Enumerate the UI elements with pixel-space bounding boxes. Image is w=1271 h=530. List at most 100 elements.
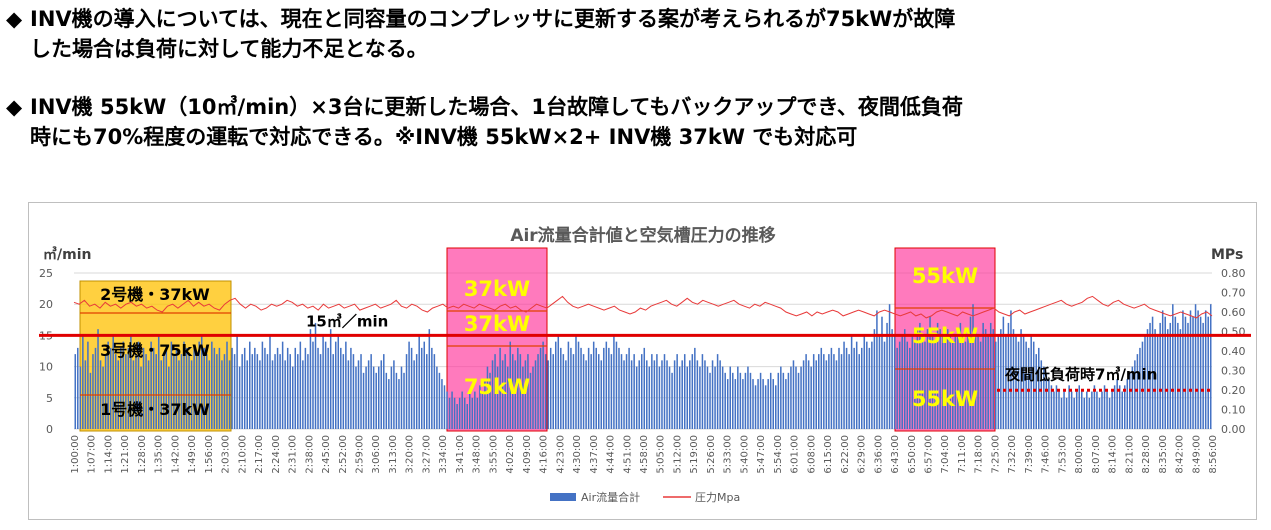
air-flow-bar xyxy=(372,366,375,429)
air-flow-bar xyxy=(193,347,195,429)
air-flow-bar xyxy=(281,341,284,429)
air-flow-bar xyxy=(74,354,77,429)
air-flow-bar xyxy=(696,360,699,429)
y-right-tick-label: 0.40 xyxy=(1221,345,1246,358)
air-flow-bar xyxy=(307,354,309,429)
bullet-1-line1: INV機の導入については、現在と同容量のコンプレッサに更新する案が考えられるが7… xyxy=(30,7,956,31)
air-flow-bar xyxy=(145,354,147,429)
x-tick-label: 7:04:00 xyxy=(940,435,951,474)
box-label: 55kW xyxy=(912,387,978,411)
air-flow-bar xyxy=(1111,391,1113,429)
air-flow-bar xyxy=(909,347,911,429)
y-right-tick-label: 0.00 xyxy=(1221,423,1246,436)
air-flow-bar xyxy=(916,329,919,429)
air-flow-bar xyxy=(643,347,646,429)
air-flow-bar xyxy=(825,360,828,429)
air-flow-bar xyxy=(782,372,785,429)
air-flow-bar xyxy=(264,347,266,429)
x-tick-label: 8:56:00 xyxy=(1208,435,1219,474)
air-flow-bar xyxy=(683,354,686,429)
air-flow-bar xyxy=(122,341,125,429)
air-flow-bar xyxy=(787,372,790,429)
air-flow-bar xyxy=(319,354,322,429)
air-flow-bar xyxy=(633,354,635,429)
air-flow-bar xyxy=(577,341,580,429)
air-flow-bar xyxy=(1129,372,1131,429)
air-flow-bar xyxy=(1058,391,1060,429)
y-right-tick-label: 0.60 xyxy=(1221,306,1246,319)
air-flow-bar xyxy=(759,372,762,429)
chart-frame: Air流量合計値と空気槽圧力の推移 ㎥/min MPs 0510152025 0… xyxy=(28,202,1257,520)
air-flow-bar xyxy=(671,372,673,429)
air-flow-bar xyxy=(843,341,845,429)
air-flow-bar xyxy=(608,347,610,429)
air-flow-bar xyxy=(1197,310,1199,429)
air-flow-bar xyxy=(714,366,716,429)
air-flow-bar xyxy=(1179,329,1182,429)
x-tick-label: 2:24:00 xyxy=(271,435,282,474)
air-flow-bar xyxy=(345,341,347,429)
bullet-2: ◆ INV機 55kW（10㎥/min）×3台に更新した場合、1台故障してもバック… xyxy=(6,92,1266,152)
air-flow-bar xyxy=(557,335,560,429)
air-flow-bar xyxy=(597,354,600,429)
air-flow-bar xyxy=(137,341,140,429)
air-flow-bar xyxy=(451,391,453,429)
air-flow-bar xyxy=(249,341,251,429)
air-flow-bar xyxy=(835,360,838,429)
air-flow-bar xyxy=(304,347,307,429)
air-flow-bar xyxy=(823,354,825,429)
x-tick-label: 1:00:00 xyxy=(70,435,81,474)
air-flow-bar xyxy=(542,341,544,429)
air-flow-bar xyxy=(582,354,585,429)
y-left-tick-label: 10 xyxy=(39,361,53,374)
air-flow-bar xyxy=(82,335,84,429)
air-flow-bar xyxy=(155,354,157,429)
air-flow-bar xyxy=(486,366,489,429)
air-flow-bar xyxy=(646,360,648,429)
air-flow-bar xyxy=(883,341,886,429)
x-tick-label: 2:03:00 xyxy=(221,435,232,474)
y-left-tick-label: 0 xyxy=(46,423,53,436)
x-tick-label: 6:57:00 xyxy=(924,435,935,474)
x-tick-label: 3:34:00 xyxy=(438,435,449,474)
air-flow-bar xyxy=(127,347,130,429)
air-flow-bar xyxy=(246,360,248,429)
air-flow-bar xyxy=(173,354,175,429)
air-flow-bar xyxy=(1187,322,1189,429)
air-flow-bar xyxy=(142,347,145,429)
air-flow-bar xyxy=(1139,347,1141,429)
air-flow-bar xyxy=(749,372,752,429)
air-flow-bar xyxy=(810,366,812,429)
air-flow-bar xyxy=(898,341,901,429)
air-flow-bar xyxy=(605,341,608,429)
x-tick-label: 2:45:00 xyxy=(321,435,332,474)
air-flow-bar xyxy=(251,354,254,429)
air-flow-bar xyxy=(1002,316,1005,429)
air-flow-bar xyxy=(446,391,448,429)
air-flow-bar xyxy=(393,360,395,429)
air-flow-bar xyxy=(390,366,393,429)
air-flow-bar xyxy=(175,347,178,429)
air-flow-bar xyxy=(989,322,992,429)
air-flow-bar xyxy=(243,347,246,429)
air-flow-bar xyxy=(433,354,436,429)
air-flow-bar xyxy=(1075,391,1078,429)
air-flow-bar xyxy=(302,360,304,429)
air-flow-bar xyxy=(1012,329,1015,429)
air-flow-bar xyxy=(448,397,451,429)
air-flow-bar xyxy=(398,379,400,429)
x-tick-label: 8:00:00 xyxy=(1074,435,1085,474)
x-tick-label: 3:48:00 xyxy=(472,435,483,474)
y-right-ticks: 0.000.100.200.300.400.500.600.700.80 xyxy=(1221,267,1246,436)
air-flow-bar xyxy=(592,341,595,429)
air-flow-bar xyxy=(724,372,726,429)
air-flow-bar xyxy=(1065,397,1068,429)
air-flow-bar xyxy=(962,335,964,429)
air-flow-bar xyxy=(1202,322,1204,429)
air-flow-bar xyxy=(388,379,390,429)
air-flow-bar xyxy=(1096,391,1098,429)
air-flow-bar xyxy=(1174,316,1177,429)
air-flow-bar xyxy=(463,397,466,429)
air-flow-bar xyxy=(1086,391,1088,429)
air-flow-bar xyxy=(840,354,843,429)
